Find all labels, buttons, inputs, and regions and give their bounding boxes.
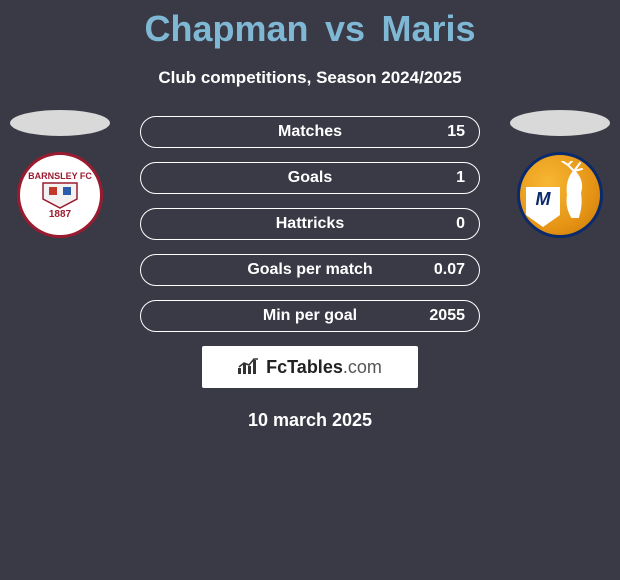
club-crest-barnsley: BARNSLEY FC 1887 (17, 152, 103, 238)
player-left-column: BARNSLEY FC 1887 (10, 110, 110, 238)
stat-row-goals-per-match: Goals per match 0.07 (140, 254, 480, 286)
stat-right-value: 0 (442, 209, 479, 239)
stat-row-goals: Goals 1 (140, 162, 480, 194)
bar-chart-icon (238, 358, 260, 376)
player-right-column: M (510, 110, 610, 238)
player1-name: Chapman (144, 8, 308, 50)
stat-label: Hattricks (141, 209, 479, 239)
comparison-subtitle: Club competitions, Season 2024/2025 (0, 68, 620, 88)
stat-label: Goals (141, 163, 479, 193)
attribution-text: FcTables.com (266, 357, 382, 378)
stat-right-value: 1 (442, 163, 479, 193)
vs-word: vs (325, 8, 365, 50)
stat-row-min-per-goal: Min per goal 2055 (140, 300, 480, 332)
generated-date: 10 march 2025 (0, 410, 620, 431)
comparison-title: Chapman vs Maris (0, 0, 620, 50)
attribution-suffix: .com (343, 357, 382, 377)
crest-shield-icon (41, 181, 79, 209)
attribution-brand: FcTables (266, 357, 343, 377)
stat-label: Matches (141, 117, 479, 147)
player2-silhouette (510, 110, 610, 136)
stat-row-matches: Matches 15 (140, 116, 480, 148)
club-crest-mansfield: M (517, 152, 603, 238)
comparison-body: BARNSLEY FC 1887 M Matches 15 (0, 116, 620, 431)
player2-name: Maris (381, 8, 475, 50)
player1-silhouette (10, 110, 110, 136)
stat-right-value: 2055 (415, 301, 479, 331)
crest-label-top: BARNSLEY FC (28, 171, 92, 181)
attribution-badge[interactable]: FcTables.com (202, 346, 418, 388)
crest-label-bottom: 1887 (49, 209, 71, 220)
stat-rows: Matches 15 Goals 1 Hattricks 0 Goals per… (140, 116, 480, 332)
stat-right-value: 0.07 (420, 255, 479, 285)
crest-initial: M (536, 189, 551, 210)
stat-right-value: 15 (433, 117, 479, 147)
stat-row-hattricks: Hattricks 0 (140, 208, 480, 240)
crest-shield: M (526, 187, 560, 227)
